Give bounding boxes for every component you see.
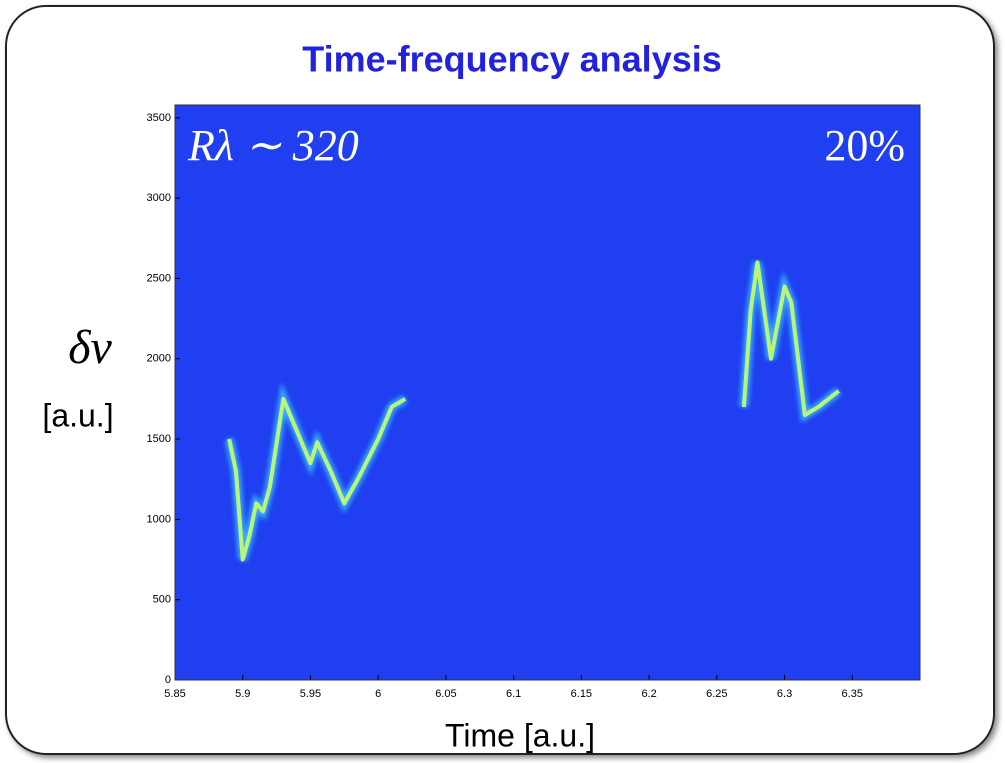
y-tick-label: 2000 xyxy=(147,353,171,365)
annotation: Rλ ∼ 320 xyxy=(187,121,359,170)
x-tick-label: 5.85 xyxy=(164,688,185,700)
chart-title: Time-frequency analysis xyxy=(302,39,722,80)
plot: 0 500 1000 1500 2000 2500 3000 3500 5.85 5.9 5.95 6… xyxy=(147,104,921,700)
y-tick-label: 2500 xyxy=(147,272,171,284)
x-tick-label: 5.9 xyxy=(235,688,250,700)
x-tick-label: 6.35 xyxy=(842,688,863,700)
x-tick-label: 6.05 xyxy=(435,688,456,700)
y-axis-unit: [a.u.] xyxy=(42,397,113,433)
x-tick-label: 6 xyxy=(375,688,381,700)
x-axis-label: Time [a.u.] xyxy=(445,717,595,753)
ridge xyxy=(227,396,407,562)
plot-frame xyxy=(174,104,921,681)
x-tick-label: 6.3 xyxy=(777,688,792,700)
annotation: 20% xyxy=(824,121,905,170)
x-tick-label: 6.25 xyxy=(706,688,727,700)
ridge xyxy=(741,260,840,417)
y-tick-label: 1000 xyxy=(147,513,171,525)
x-tick-label: 5.95 xyxy=(300,688,321,700)
y-tick-label: 1500 xyxy=(147,433,171,445)
y-tick-label: 0 xyxy=(165,674,171,686)
y-tick-label: 3500 xyxy=(147,112,171,124)
x-tick-label: 6.1 xyxy=(506,688,521,700)
x-tick-label: 6.2 xyxy=(641,688,656,700)
y-tick-label: 500 xyxy=(153,594,171,606)
y-axis-label: δν xyxy=(68,321,112,374)
plot-background xyxy=(175,105,920,680)
x-tick-label: 6.15 xyxy=(571,688,592,700)
y-tick-label: 3000 xyxy=(147,192,171,204)
